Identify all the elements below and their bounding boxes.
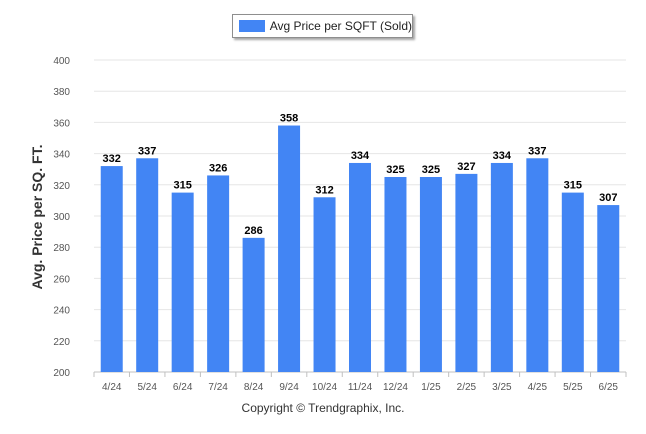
bar <box>526 158 549 372</box>
bar <box>597 205 620 372</box>
data-label: 286 <box>244 225 262 237</box>
data-label: 358 <box>280 113 298 125</box>
x-tick-label: 6/25 <box>599 382 619 393</box>
y-tick-label: 220 <box>53 337 70 348</box>
legend-swatch <box>239 20 265 32</box>
bar <box>561 192 584 372</box>
bar <box>207 175 230 372</box>
x-tick-label: 12/24 <box>383 382 408 393</box>
x-tick-label: 3/25 <box>492 382 512 393</box>
x-tick-label: 5/25 <box>563 382 583 393</box>
x-tick-label: 2/25 <box>457 382 477 393</box>
y-tick-label: 360 <box>53 118 70 129</box>
y-tick-label: 200 <box>53 368 70 379</box>
bar <box>313 197 336 372</box>
y-axis-title: Avg. Price per SQ. FT. <box>29 144 45 290</box>
bar <box>384 177 407 372</box>
x-tick-label: 5/24 <box>137 382 157 393</box>
y-tick-label: 400 <box>53 56 70 67</box>
legend-label: Avg Price per SQFT (Sold) <box>269 19 412 33</box>
bar <box>100 166 123 372</box>
y-tick-label: 260 <box>53 274 70 285</box>
x-tick-label: 9/24 <box>279 382 299 393</box>
data-label: 337 <box>138 145 156 157</box>
data-label: 332 <box>103 153 121 165</box>
bar <box>490 162 513 372</box>
x-tick-label: 8/24 <box>244 382 264 393</box>
data-label: 307 <box>599 192 617 204</box>
x-tick-label: 7/24 <box>208 382 228 393</box>
y-tick-label: 300 <box>53 212 70 223</box>
y-tick-label: 380 <box>53 87 70 98</box>
data-label: 337 <box>528 145 546 157</box>
bar <box>455 173 478 372</box>
y-tick-label: 280 <box>53 243 70 254</box>
data-label: 325 <box>422 164 440 176</box>
bar <box>171 192 194 372</box>
data-label: 327 <box>457 161 475 173</box>
x-tick-label: 10/24 <box>312 382 337 393</box>
bar <box>278 125 301 373</box>
legend[interactable]: Avg Price per SQFT (Sold) <box>232 14 413 38</box>
bar <box>349 162 371 372</box>
y-tick-label: 320 <box>53 181 70 192</box>
data-label: 325 <box>386 164 404 176</box>
data-label: 315 <box>173 180 191 192</box>
bar <box>136 158 159 372</box>
x-tick-label: 4/24 <box>102 382 122 393</box>
bar <box>419 177 442 372</box>
x-tick-label: 1/25 <box>421 382 441 393</box>
data-label: 326 <box>209 162 227 174</box>
copyright-text: Copyright © Trendgraphix, Inc. <box>241 401 405 415</box>
x-tick-label: 6/24 <box>173 382 193 393</box>
x-tick-label: 4/25 <box>528 382 548 393</box>
data-label: 312 <box>315 184 333 196</box>
data-label: 315 <box>564 180 582 192</box>
x-tick-label: 11/24 <box>348 382 373 393</box>
bar <box>242 237 265 372</box>
y-tick-label: 240 <box>53 306 70 317</box>
data-label: 334 <box>493 150 512 162</box>
y-tick-label: 340 <box>53 150 70 161</box>
data-label: 334 <box>351 150 370 162</box>
